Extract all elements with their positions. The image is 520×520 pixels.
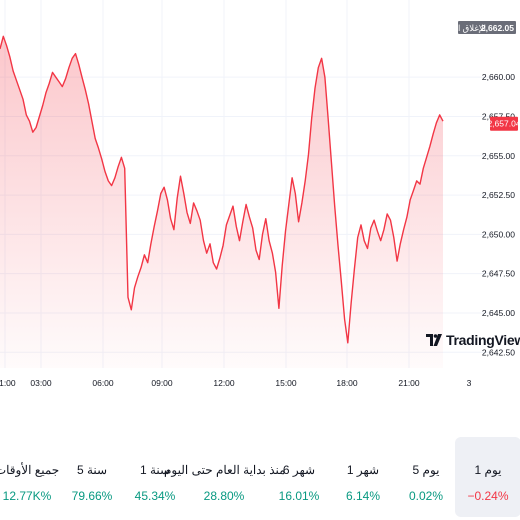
x-axis: 01:00 03:00 06:00 09:00 12:00 15:00 18:00 21:00…	[0, 378, 472, 388]
last-price-marker: 2,657.04	[487, 116, 520, 131]
performance-period-label: 6 شهر	[282, 463, 316, 477]
y-tick-label: 2,645.00	[482, 308, 515, 318]
performance-period-7[interactable]: جميع الأوقات 12.77K%	[0, 437, 60, 517]
performance-period-label: 5 سنة	[76, 463, 108, 477]
price-chart[interactable]: 2,660.00 2,657.50 2,655.00 2,652.50 2,650.00…	[0, 0, 520, 400]
performance-period-value: 12.77K%	[2, 489, 52, 503]
tradingview-logo[interactable]: TradingView	[426, 332, 520, 348]
y-axis: 2,660.00 2,657.50 2,655.00 2,652.50 2,650.00…	[482, 72, 515, 357]
performance-period-value: 45.34%	[134, 489, 176, 503]
tradingview-wordmark: TradingView	[446, 332, 520, 348]
performance-period-5[interactable]: 1 سنة 45.34%	[122, 437, 188, 517]
performance-period-value: 16.01%	[278, 489, 320, 503]
x-tick-label: 3	[467, 378, 472, 388]
previous-close-label: الإغلاق السابق	[436, 23, 486, 34]
x-tick-label: 18:00	[336, 378, 358, 388]
x-tick-label: 21:00	[398, 378, 420, 388]
x-tick-label: 03:00	[30, 378, 52, 388]
performance-period-value: 0.02%	[408, 489, 444, 503]
performance-period-label: 1 سنة	[139, 463, 171, 477]
performance-period-value: −0.24%	[467, 489, 509, 503]
y-tick-label: 2,647.50	[482, 269, 515, 279]
performance-period-4[interactable]: منذ بداية العام حتى اليوم 28.80%	[164, 437, 286, 517]
y-tick-label: 2,650.00	[482, 229, 515, 239]
previous-close-marker: الإغلاق السابق 2,662.05	[436, 21, 516, 34]
performance-period-value: 79.66%	[71, 489, 113, 503]
performance-period-3[interactable]: 6 شهر 16.01%	[266, 437, 332, 517]
x-tick-label: 01:00	[0, 378, 16, 388]
y-tick-label: 2,642.50	[482, 347, 515, 357]
performance-period-value: 28.80%	[203, 489, 245, 503]
x-tick-label: 15:00	[275, 378, 297, 388]
price-area	[0, 36, 443, 369]
previous-close-value: 2,662.05	[481, 23, 514, 33]
performance-period-0[interactable]: 1 يوم −0.24%	[455, 437, 520, 517]
x-tick-label: 12:00	[213, 378, 235, 388]
performance-period-label: 5 يوم	[412, 463, 440, 477]
x-tick-label: 06:00	[92, 378, 114, 388]
price-line	[0, 35, 444, 344]
performance-period-1[interactable]: 5 يوم 0.02%	[393, 437, 459, 517]
performance-period-2[interactable]: 1 شهر 6.14%	[330, 437, 396, 517]
chart-canvas[interactable]: 2,660.00 2,657.50 2,655.00 2,652.50 2,650.00…	[0, 0, 520, 400]
performance-period-value: 6.14%	[345, 489, 381, 503]
y-tick-label: 2,657.50	[482, 111, 515, 121]
performance-period-label: منذ بداية العام حتى اليوم	[164, 463, 286, 477]
x-tick-label: 09:00	[151, 378, 173, 388]
performance-period-label: 1 شهر	[346, 463, 380, 477]
last-price-label: 2,657.04	[487, 119, 520, 129]
performance-periods: 1 يوم −0.24% 5 يوم 0.02% 1 شهر 6.14% 6 شهر 16.0…	[0, 437, 520, 517]
y-tick-label: 2,652.50	[482, 190, 515, 200]
y-tick-label: 2,655.00	[482, 151, 515, 161]
performance-period-label: جميع الأوقات	[0, 463, 60, 477]
y-tick-label: 2,660.00	[482, 72, 515, 82]
tradingview-icon	[426, 334, 442, 346]
performance-period-label: 1 يوم	[474, 463, 502, 477]
performance-period-6[interactable]: 5 سنة 79.66%	[59, 437, 125, 517]
